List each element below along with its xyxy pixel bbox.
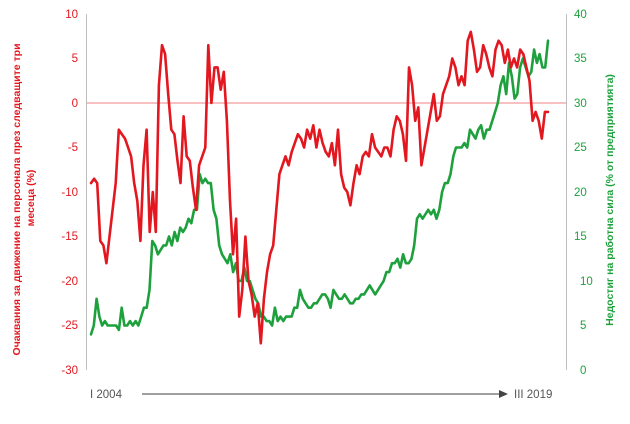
right-tick-label: 0: [580, 365, 586, 377]
x-end-label: III 2019: [514, 389, 552, 401]
left-tick-label: 5: [72, 53, 78, 65]
right-tick-label: 35: [574, 53, 587, 65]
right-tick-label: 15: [574, 231, 587, 243]
right-tick-label: 40: [574, 9, 587, 21]
series-layer: [89, 30, 550, 345]
right-tick-label: 30: [574, 98, 587, 110]
left-axis-title-line: месеца (%): [25, 170, 37, 227]
left-tick-label: -25: [61, 320, 78, 332]
left-axis-title-line: Очаквания за движение на персонала през …: [11, 43, 23, 355]
left-tick-label: -20: [61, 276, 78, 288]
left-axis-title: Очаквания за движение на персонала през …: [11, 41, 37, 356]
x-start-label: I 2004: [90, 389, 123, 401]
left-tick-label: -5: [68, 142, 78, 154]
left-tick-label: 0: [72, 98, 78, 110]
right-tick-label: 25: [574, 142, 587, 154]
left-tick-label: -10: [61, 187, 78, 199]
staff-expectations-line: [89, 30, 550, 345]
right-tick-label: 5: [580, 320, 586, 332]
left-tick-label: -15: [61, 231, 78, 243]
left-y-ticks: 10 5 0 -5 -10 -15 -20 -25 -30: [61, 9, 78, 377]
right-axis-title-line: Недостиг на работна сила (% от предприят…: [604, 74, 616, 326]
timeline-arrow-head: [499, 390, 508, 398]
right-tick-label: 20: [574, 187, 587, 199]
right-y-ticks: 40 35 30 25 20 15 10 5 0: [574, 9, 593, 377]
labour-shortage-line: [89, 39, 550, 336]
right-axis-title: Недостиг на работна сила (% от предприят…: [604, 74, 616, 326]
left-tick-label: 10: [65, 9, 78, 21]
right-tick-label: 10: [580, 276, 593, 288]
left-tick-label: -30: [61, 365, 78, 377]
